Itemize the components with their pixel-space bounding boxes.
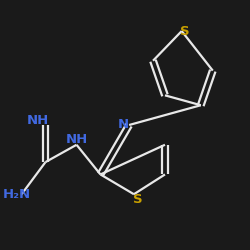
Text: S: S	[133, 193, 142, 206]
Text: S: S	[180, 24, 190, 38]
Text: N: N	[118, 118, 129, 132]
Text: NH: NH	[66, 133, 88, 146]
Text: H₂N: H₂N	[3, 188, 31, 201]
Text: NH: NH	[27, 114, 50, 126]
